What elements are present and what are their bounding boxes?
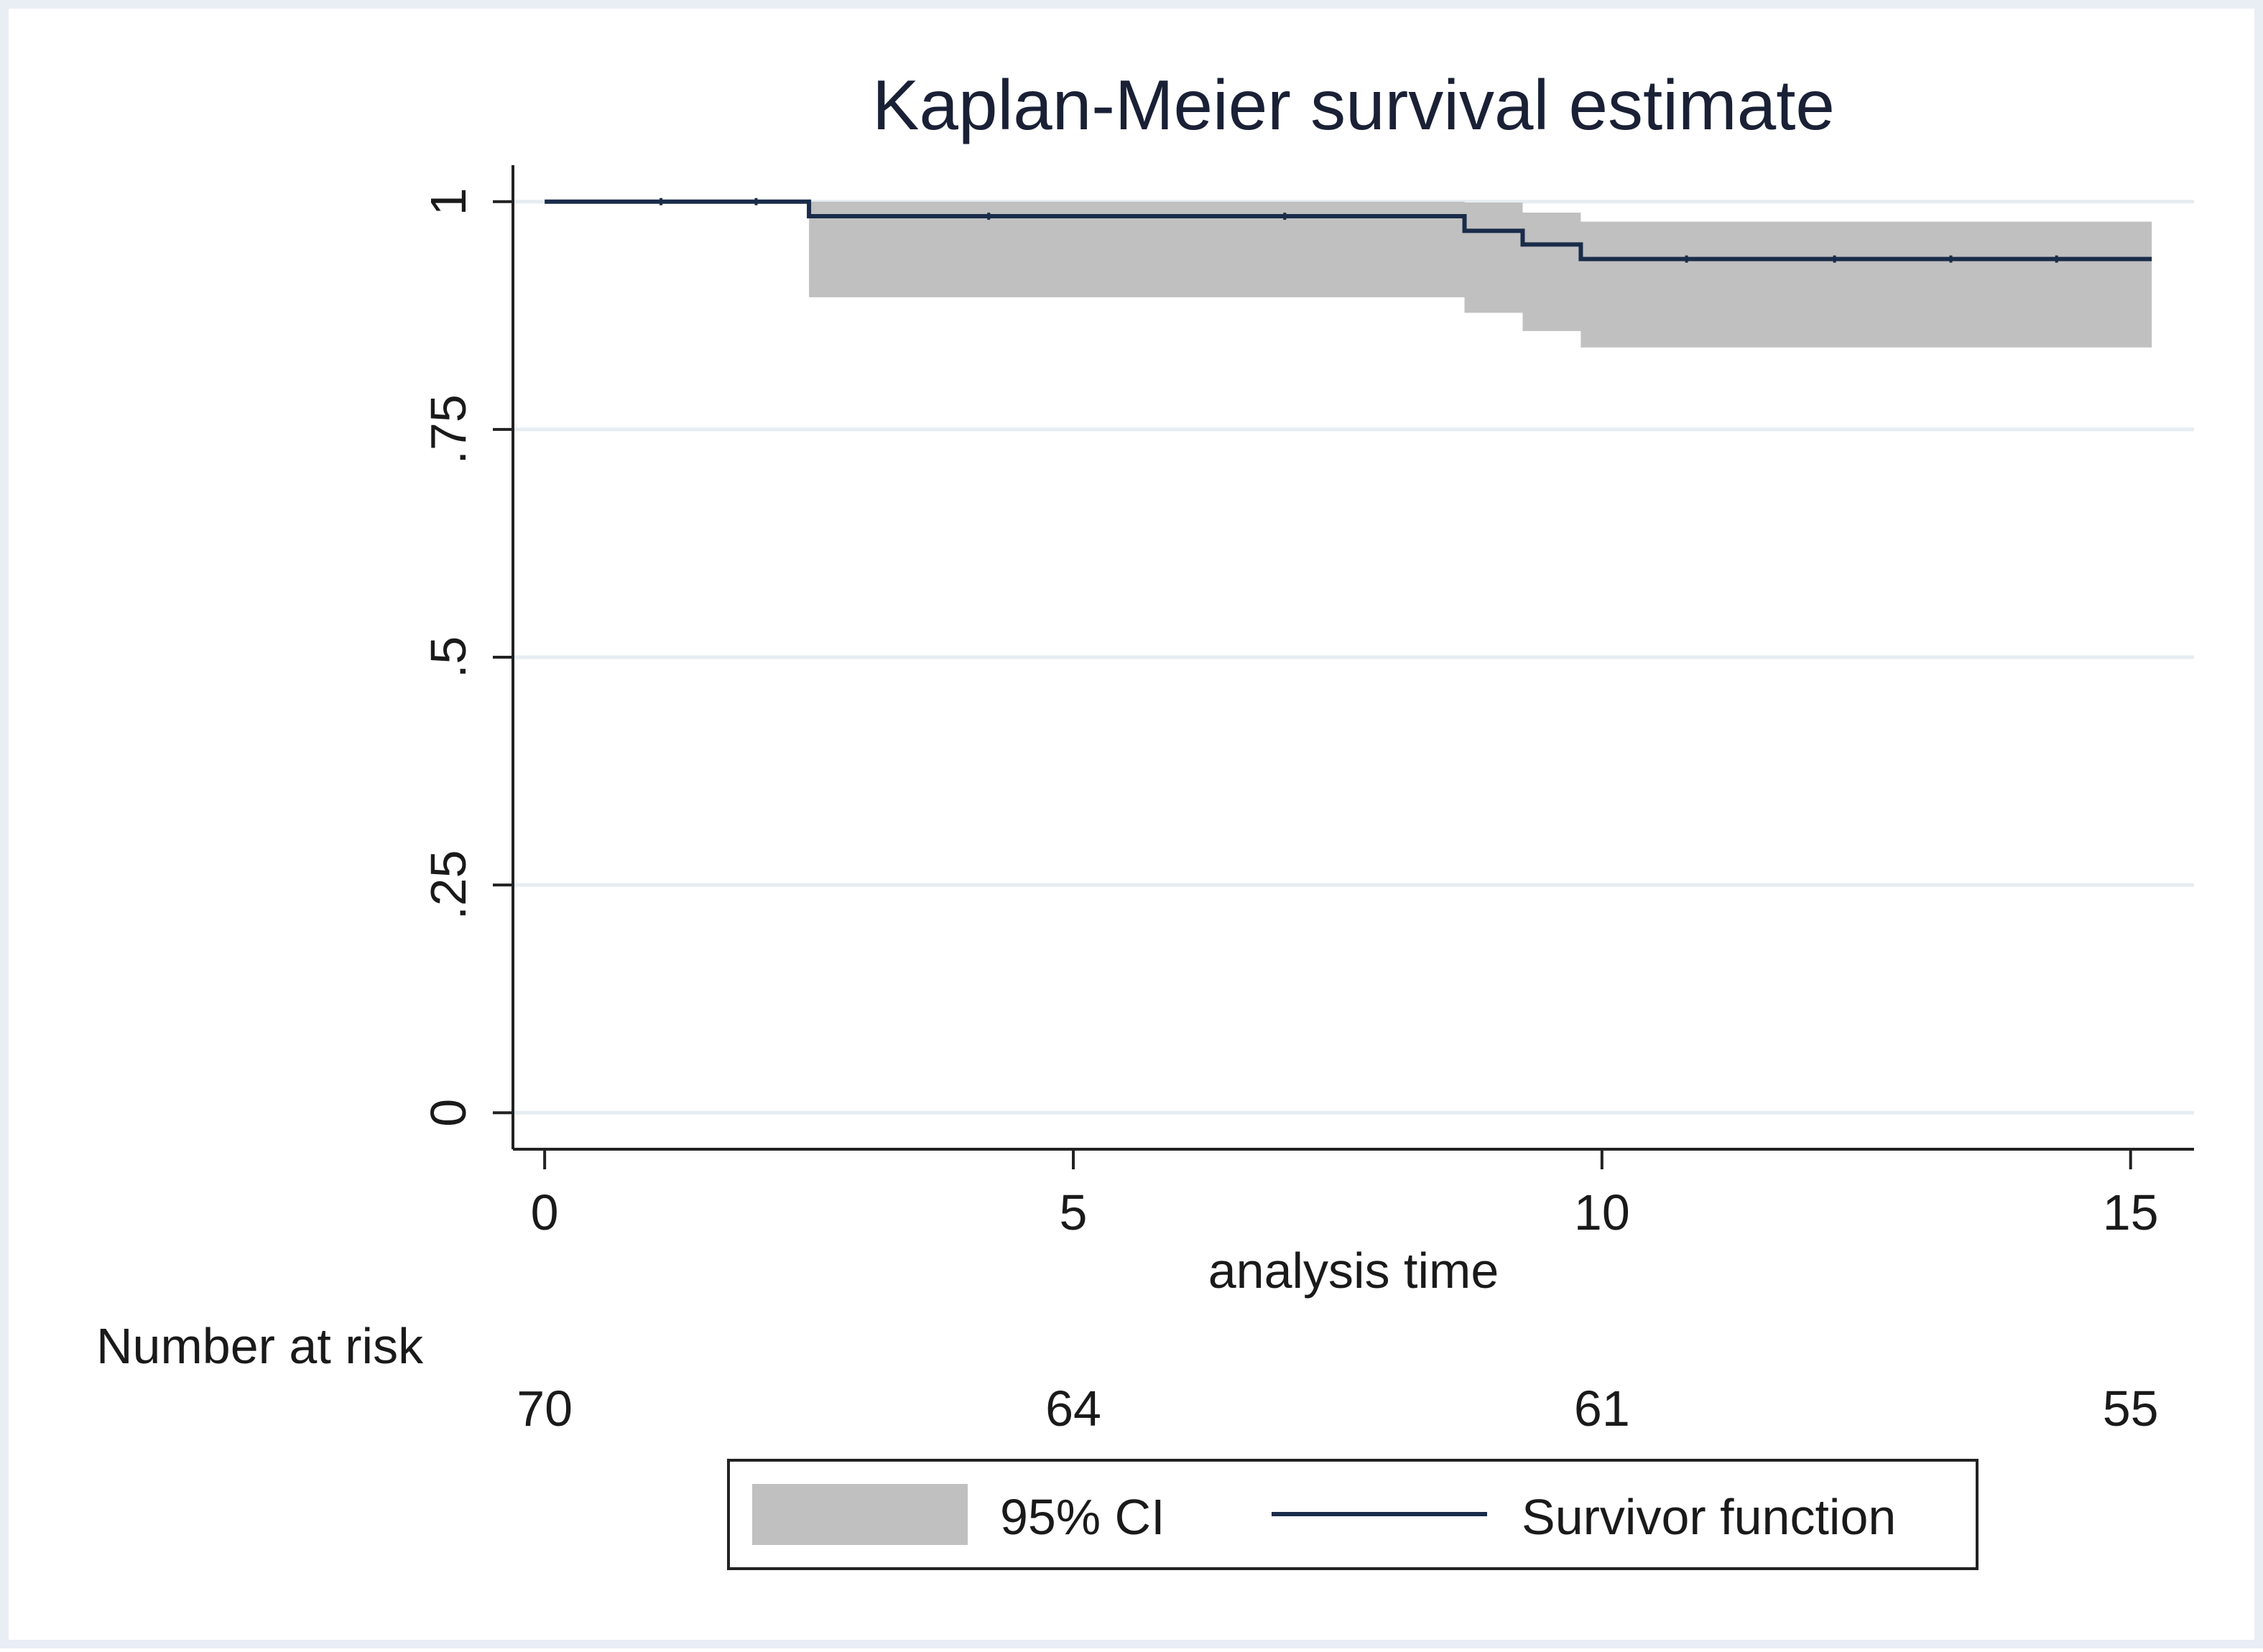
survivor-line [545, 198, 2152, 263]
survivor-function-line [545, 199, 2152, 261]
legend-label-ci: 95% CI [1000, 1489, 1165, 1545]
y-tick-label-2: .5 [420, 636, 476, 678]
risk-count-0: 70 [517, 1380, 573, 1437]
risk-table-title: Number at risk [96, 1318, 424, 1374]
ci-band-area [809, 201, 2152, 348]
chart-title: Kaplan-Meier survival estimate [872, 65, 1835, 144]
x-tick-label-1: 5 [1060, 1184, 1088, 1240]
confidence-band [809, 201, 2152, 348]
risk-table: 70 64 61 55 [517, 1380, 2158, 1437]
y-tick-label-1: .25 [420, 850, 476, 919]
legend-label-survivor-function: Survivor function [1522, 1489, 1896, 1545]
x-tick-label-2: 10 [1574, 1184, 1630, 1240]
x-axis-label: analysis time [1208, 1243, 1499, 1299]
y-tick-label-4: 1 [420, 187, 476, 215]
y-tick-label-3: .75 [420, 394, 476, 464]
x-tick-label-0: 0 [531, 1184, 559, 1240]
risk-count-1: 64 [1045, 1380, 1101, 1437]
y-tick-label-0: 0 [420, 1099, 476, 1127]
risk-count-2: 61 [1574, 1380, 1630, 1437]
risk-count-3: 55 [2103, 1380, 2159, 1437]
legend: 95% CI Survivor function [727, 1459, 1979, 1570]
legend-swatch-ci [752, 1484, 968, 1545]
x-tick-label-3: 15 [2103, 1184, 2159, 1240]
